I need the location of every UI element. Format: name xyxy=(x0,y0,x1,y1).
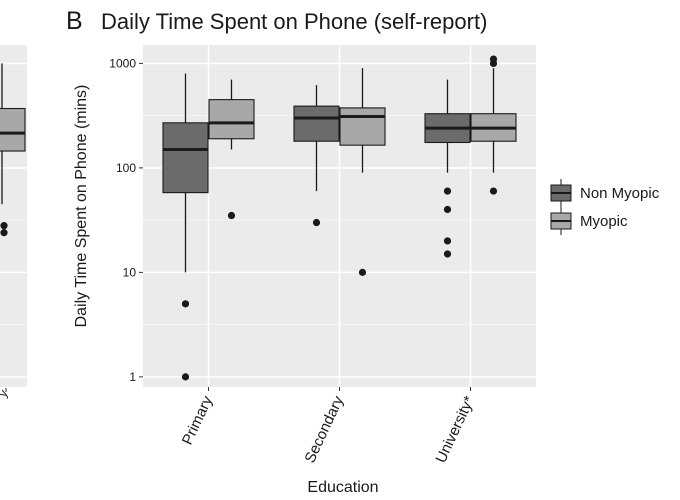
x-tick-label: Secondary xyxy=(301,393,347,466)
series-1-cat-1-outlier-point xyxy=(358,268,367,276)
left-panel-fragment: y xyxy=(0,45,27,400)
series-1-cat-2-box xyxy=(470,55,517,195)
series-0-cat-1-iqr-rect xyxy=(293,105,340,142)
left-panel-tick-label-fragment: y xyxy=(0,387,11,399)
series-1-cat-2-outlier-point xyxy=(489,55,498,63)
panel-letter: B xyxy=(66,7,83,35)
legend-label: Myopic xyxy=(580,213,628,230)
series-0-cat-1-box xyxy=(293,85,340,227)
series-1-cat-1-box xyxy=(339,68,386,276)
series-0-cat-0-outlier-point xyxy=(181,300,190,308)
legend-label: Non Myopic xyxy=(580,185,660,202)
series-0-cat-2-outlier-point xyxy=(443,250,452,258)
series-0-cat-0-box xyxy=(162,73,209,381)
series-1-cat-2-outlier-point xyxy=(489,187,498,195)
series-1-cat-1-iqr-rect xyxy=(339,107,386,146)
chart-title: Daily Time Spent on Phone (self-report) xyxy=(101,9,487,34)
series-1-cat-0-iqr-rect xyxy=(208,99,255,140)
left-iqr-rect xyxy=(0,107,26,152)
series-0-cat-2-outlier-point xyxy=(443,187,452,195)
legend-item: Myopic xyxy=(550,207,628,235)
y-tick-label: 10 xyxy=(123,265,137,279)
x-axis-label: Education xyxy=(307,479,378,496)
left-panel-background xyxy=(0,45,27,387)
left-outlier-point xyxy=(0,222,8,230)
series-1-cat-0-outlier-point xyxy=(227,211,236,220)
y-axis: 1 10 100 1000 xyxy=(109,56,143,384)
series-1-cat-0-box xyxy=(208,79,255,220)
x-axis: Primary Secondary University* xyxy=(179,387,478,466)
x-tick-label: University* xyxy=(432,393,478,465)
series-0-cat-2-outlier-point xyxy=(443,205,452,214)
series-0-cat-2-outlier-point xyxy=(443,237,452,245)
y-tick-label: 1000 xyxy=(109,56,136,70)
legend-item: Non Myopic xyxy=(550,179,660,207)
box-groups xyxy=(162,55,517,381)
y-tick-label: 100 xyxy=(116,161,136,175)
series-0-cat-1-outlier-point xyxy=(312,218,321,227)
left-outlier-point xyxy=(0,229,8,237)
y-tick-label: 1 xyxy=(129,370,136,384)
series-0-cat-0-iqr-rect xyxy=(162,122,209,194)
legend: Non Myopic Myopic xyxy=(550,179,660,235)
y-axis-label: Daily Time Spent on Phone (mins) xyxy=(73,85,90,328)
x-tick-label: Primary xyxy=(179,393,216,447)
left-panel-box xyxy=(0,63,26,237)
series-0-cat-0-outlier-point xyxy=(181,373,190,381)
series-0-cat-2-box xyxy=(424,79,471,258)
